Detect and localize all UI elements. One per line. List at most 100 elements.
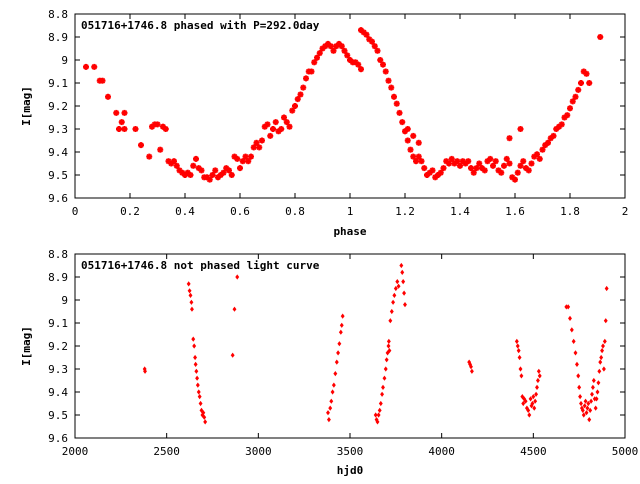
data-point-top (154, 121, 161, 128)
data-point-bottom (591, 377, 596, 384)
data-point-bottom (373, 412, 378, 418)
data-point-bottom (396, 283, 401, 289)
y-tick-label-bottom: 9.4 (48, 386, 68, 399)
data-point-bottom (537, 373, 542, 379)
data-point-bottom (596, 380, 601, 386)
data-point-bottom (188, 292, 193, 298)
data-point-top (501, 162, 507, 169)
chart-title-bottom: 051716+1746.8 not phased light curve (81, 259, 320, 272)
data-point-bottom (195, 375, 200, 381)
data-point-bottom (521, 400, 526, 407)
data-point-bottom (524, 405, 529, 411)
data-point-bottom (576, 373, 581, 379)
data-point-top (314, 54, 320, 61)
data-point-bottom (377, 407, 382, 413)
x-tick-label-bottom: 2000 (62, 445, 89, 458)
data-point-top (388, 84, 395, 91)
data-point-bottom (590, 391, 594, 397)
y-tick-label-bottom: 9.3 (48, 363, 68, 376)
data-point-bottom (586, 400, 591, 407)
y-tick-label-top: 8.8 (48, 8, 68, 21)
data-point-top (377, 57, 384, 63)
data-point-top (506, 160, 513, 167)
data-point-top (91, 63, 98, 70)
data-point-bottom (469, 368, 474, 374)
data-point-bottom (195, 382, 200, 388)
data-point-bottom (334, 359, 339, 365)
data-point-bottom (401, 279, 406, 285)
data-point-top (270, 126, 276, 132)
data-point-bottom (328, 405, 333, 411)
data-point-bottom (186, 281, 191, 287)
x-tick-label-top: 1.8 (560, 205, 580, 218)
data-point-top (220, 169, 227, 176)
data-point-top (506, 135, 513, 142)
chart-title-top: 051716+1746.8 phased with P=292.0day (81, 19, 320, 32)
data-point-bottom (391, 299, 396, 305)
data-point-bottom (603, 318, 608, 324)
data-point-bottom (536, 368, 541, 374)
data-point-top (558, 121, 565, 128)
data-point-top (512, 176, 518, 183)
data-point-bottom (392, 292, 397, 298)
data-point-bottom (580, 407, 585, 413)
data-point-top (396, 109, 403, 116)
data-point-top (173, 162, 180, 169)
data-point-top (341, 47, 348, 54)
x-tick-label-bottom: 5000 (612, 445, 639, 458)
y-tick-label-top: 9.4 (48, 146, 68, 159)
data-point-bottom (577, 384, 582, 390)
data-point-bottom (602, 338, 607, 344)
y-tick-label-bottom: 9.2 (48, 340, 68, 353)
data-point-top (146, 153, 153, 160)
data-point-top (237, 165, 243, 172)
data-point-top (404, 137, 411, 144)
y-axis-label-top: I[mag] (20, 86, 33, 126)
data-point-top (193, 155, 199, 162)
x-tick-label-top: 1 (347, 205, 354, 218)
data-point-top (465, 158, 472, 165)
data-point-top (520, 158, 527, 165)
series-bottom (142, 262, 609, 425)
data-point-top (157, 146, 164, 153)
data-point-bottom (386, 338, 391, 344)
y-tick-label-bottom: 9 (61, 294, 68, 307)
data-point-bottom (339, 322, 344, 328)
data-point-bottom (590, 384, 595, 390)
data-point-bottom (516, 348, 521, 354)
data-point-bottom (534, 391, 539, 397)
data-point-bottom (523, 398, 528, 404)
data-point-bottom (587, 417, 592, 423)
data-point-bottom (190, 306, 194, 312)
series-top (83, 27, 604, 183)
data-point-bottom (400, 269, 405, 275)
data-point-bottom (526, 407, 531, 413)
data-point-bottom (578, 394, 583, 400)
data-point-top (503, 155, 510, 162)
data-point-bottom (326, 417, 331, 423)
ticks-bottom: 2000 2500 3000 3500 4000 4500 5000 8.8 8.9 9 9.1 9.… (48, 248, 638, 458)
data-point-bottom (594, 396, 599, 402)
data-point-top (421, 165, 428, 172)
ticks-top: 0 0.2 0.4 0.6 0.8 1 1.2 1.4 1.6 1.8 2 8.8 8.9 9 9.1 9.2… (48, 8, 628, 218)
data-point-bottom (568, 315, 572, 321)
y-tick-label-top: 9.6 (48, 192, 68, 205)
data-point-top (536, 155, 543, 162)
data-point-bottom (530, 400, 535, 407)
data-point-top (575, 86, 582, 93)
y-axis-label-bottom: I[mag] (20, 326, 33, 366)
data-point-bottom (375, 419, 380, 425)
data-point-top (487, 155, 494, 162)
data-point-bottom (382, 375, 387, 381)
data-point-top (415, 153, 422, 160)
data-point-top (583, 70, 590, 77)
data-point-top (393, 100, 400, 107)
data-point-top (517, 162, 524, 169)
data-point-top (525, 167, 532, 174)
data-point-top (578, 80, 584, 86)
data-point-bottom (381, 384, 385, 390)
data-point-top (374, 47, 381, 54)
x-tick-label-bottom: 3000 (245, 445, 272, 458)
data-point-bottom (522, 396, 527, 402)
data-point-top (597, 34, 604, 40)
